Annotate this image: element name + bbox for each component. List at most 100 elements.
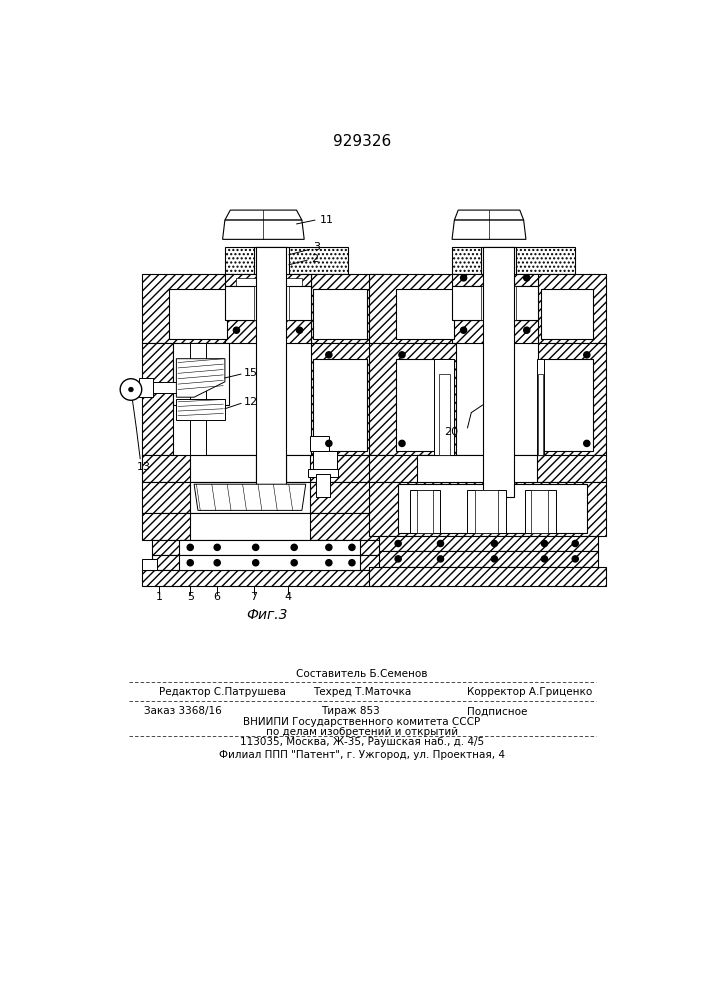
Circle shape xyxy=(572,556,578,562)
Bar xyxy=(225,247,348,274)
Circle shape xyxy=(395,556,402,562)
Bar xyxy=(313,359,368,451)
Bar xyxy=(139,378,153,397)
Bar xyxy=(254,247,288,274)
Circle shape xyxy=(491,556,498,562)
Text: Тираж 853: Тираж 853 xyxy=(321,706,380,716)
Bar xyxy=(141,482,390,513)
Text: Подписное: Подписное xyxy=(467,706,528,716)
Bar xyxy=(439,374,450,455)
Bar xyxy=(310,436,329,451)
Bar xyxy=(179,540,360,555)
Bar xyxy=(311,343,390,455)
Bar xyxy=(190,455,256,482)
Circle shape xyxy=(349,544,355,550)
Circle shape xyxy=(542,556,547,562)
Bar xyxy=(152,555,382,570)
Bar xyxy=(369,274,456,343)
Bar xyxy=(313,289,368,339)
Bar xyxy=(190,513,310,540)
Bar xyxy=(452,286,538,320)
Circle shape xyxy=(491,540,498,547)
Bar xyxy=(190,343,206,455)
Bar xyxy=(369,343,456,455)
Bar xyxy=(537,359,544,455)
Text: Филиал ППП "Патент", г. Ужгород, ул. Проектная, 4: Филиал ППП "Патент", г. Ужгород, ул. Про… xyxy=(219,750,505,760)
Text: Редактор С.Патрушева: Редактор С.Патрушева xyxy=(160,687,286,697)
Text: 2: 2 xyxy=(311,254,318,264)
Circle shape xyxy=(296,327,303,333)
Bar xyxy=(481,286,516,320)
Bar xyxy=(141,513,390,540)
Circle shape xyxy=(291,560,297,566)
Bar xyxy=(173,343,229,405)
Bar xyxy=(379,551,598,567)
Circle shape xyxy=(129,387,133,392)
Circle shape xyxy=(252,544,259,550)
Circle shape xyxy=(349,560,355,566)
Bar xyxy=(452,320,538,343)
Bar xyxy=(434,359,455,455)
Polygon shape xyxy=(176,399,225,420)
Bar xyxy=(225,320,311,343)
Bar xyxy=(396,289,455,339)
Circle shape xyxy=(291,544,297,550)
Circle shape xyxy=(326,440,332,446)
Text: 6: 6 xyxy=(214,592,221,602)
Bar xyxy=(313,451,337,470)
Bar xyxy=(538,374,543,455)
Circle shape xyxy=(214,544,221,550)
Bar xyxy=(369,455,606,482)
Bar xyxy=(409,490,440,533)
Circle shape xyxy=(252,560,259,566)
Bar xyxy=(286,455,310,482)
Bar xyxy=(481,247,516,274)
Text: ВНИИПИ Государственного комитета СССР: ВНИИПИ Государственного комитета СССР xyxy=(243,717,481,727)
Text: 20: 20 xyxy=(444,427,458,437)
Bar xyxy=(225,286,311,320)
Bar xyxy=(467,490,506,533)
Polygon shape xyxy=(225,210,302,220)
Text: Корректор А.Гриценко: Корректор А.Гриценко xyxy=(467,687,592,697)
Bar xyxy=(256,247,286,497)
Bar xyxy=(483,247,514,497)
Text: 5: 5 xyxy=(187,592,194,602)
Text: 4: 4 xyxy=(284,592,291,602)
Polygon shape xyxy=(452,220,526,239)
Bar xyxy=(538,343,606,455)
Bar xyxy=(369,482,606,536)
Bar xyxy=(316,474,330,497)
Circle shape xyxy=(120,379,141,400)
Circle shape xyxy=(584,440,590,446)
Bar xyxy=(417,455,537,482)
Polygon shape xyxy=(194,484,305,510)
Circle shape xyxy=(187,560,193,566)
Text: 3: 3 xyxy=(313,242,320,252)
Circle shape xyxy=(438,556,443,562)
Bar xyxy=(141,559,157,570)
Text: 7: 7 xyxy=(250,592,258,602)
Bar xyxy=(452,274,538,286)
Bar xyxy=(190,482,310,513)
Circle shape xyxy=(572,540,578,547)
Circle shape xyxy=(524,327,530,333)
Bar xyxy=(396,359,455,451)
Bar xyxy=(152,540,382,555)
Circle shape xyxy=(542,540,547,547)
Bar xyxy=(417,490,433,533)
Circle shape xyxy=(187,544,193,550)
Bar xyxy=(179,555,360,570)
Circle shape xyxy=(233,327,240,333)
Circle shape xyxy=(399,440,405,446)
Text: 113035, Москва, Ж-35, Раушская наб., д. 4/5: 113035, Москва, Ж-35, Раушская наб., д. … xyxy=(240,737,484,747)
Circle shape xyxy=(214,560,221,566)
Bar xyxy=(525,490,556,533)
Bar xyxy=(141,274,229,343)
Circle shape xyxy=(326,560,332,566)
Circle shape xyxy=(460,327,467,333)
Text: по делам изобретений и открытий: по делам изобретений и открытий xyxy=(266,727,458,737)
Circle shape xyxy=(326,544,332,550)
Text: 11: 11 xyxy=(320,215,334,225)
Text: Техред Т.Маточка: Техред Т.Маточка xyxy=(313,687,411,697)
Bar xyxy=(256,320,286,343)
